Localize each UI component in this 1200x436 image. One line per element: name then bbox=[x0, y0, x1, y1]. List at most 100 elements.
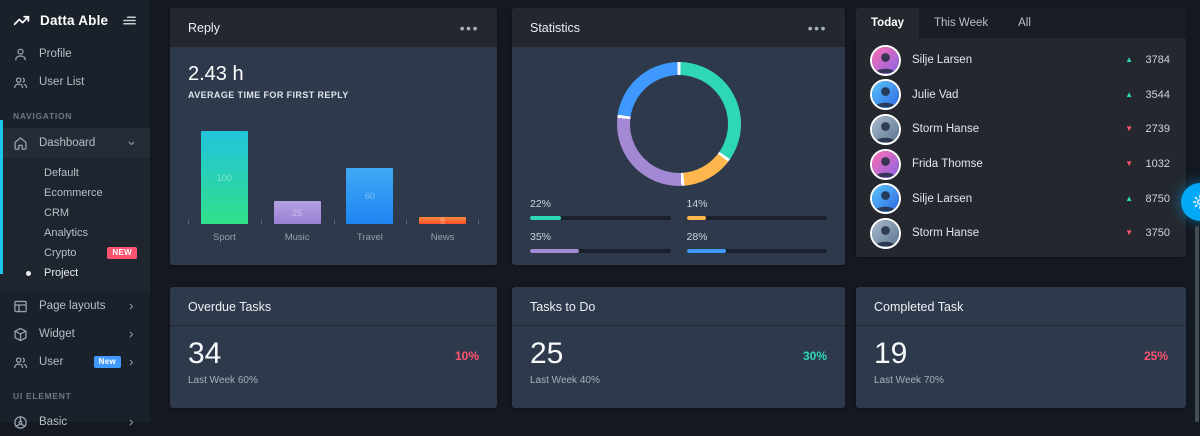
reply-card-body: 2.43 h AVERAGE TIME FOR FIRST REPLY 100 S… bbox=[170, 47, 497, 265]
trend-down-icon: ▼ bbox=[1125, 159, 1133, 169]
bar-slot-sport: 100 Sport bbox=[188, 112, 261, 244]
tab-all[interactable]: All bbox=[1018, 17, 1031, 29]
bar-value-label: 25 bbox=[292, 207, 303, 218]
activity-row[interactable]: Silje Larsen ▲ 8750 bbox=[856, 181, 1186, 216]
activity-value-group: ▼ 2739 bbox=[1125, 123, 1170, 135]
avatar bbox=[872, 81, 899, 109]
tasks-to-do-card: Tasks to Do 25 Last Week 40% 30% bbox=[512, 287, 845, 408]
chevron-right-icon bbox=[126, 301, 137, 312]
activity-user-name: Frida Thomse bbox=[912, 158, 983, 171]
sidebar-item-user-list[interactable]: User List bbox=[0, 68, 150, 96]
avatar bbox=[872, 185, 899, 213]
sidebar-subitem-analytics[interactable]: Analytics bbox=[0, 223, 150, 243]
sidebar-item-label: User List bbox=[39, 76, 85, 88]
badge-new: NEW bbox=[107, 247, 137, 259]
bar-value-label: 60 bbox=[364, 191, 375, 201]
sidebar-item-page-layouts[interactable]: Page layouts bbox=[0, 292, 150, 320]
avatar bbox=[872, 115, 899, 143]
bar-value-label: 100 bbox=[216, 172, 232, 183]
trend-up-icon: ▲ bbox=[1125, 55, 1133, 65]
sidebar-group-dashboard: Dashboard Default Ecommerce CRM Analytics Cry… bbox=[0, 128, 150, 292]
activity-value-group: ▲ 3784 bbox=[1125, 54, 1170, 66]
sidebar-item-label: Basic bbox=[39, 416, 68, 428]
sidebar-subitem-ecommerce[interactable]: Ecommerce bbox=[0, 183, 150, 203]
sidebar-item-label: Profile bbox=[39, 48, 72, 60]
activity-value-group: ▼ 3750 bbox=[1125, 227, 1170, 239]
bar-travel: 60 bbox=[346, 168, 394, 224]
bar-category-label: Sport bbox=[213, 232, 236, 243]
badge-new: New bbox=[93, 356, 121, 368]
statistics-card-header: Statistics ••• bbox=[512, 8, 845, 47]
settings-gear-button[interactable] bbox=[1181, 183, 1200, 221]
task-count: 19 bbox=[874, 337, 908, 370]
sidebar-subitem-default[interactable]: Default bbox=[0, 163, 150, 183]
task-change-percent: 10% bbox=[454, 348, 479, 363]
app-title: Datta Able bbox=[40, 12, 109, 28]
bar-slot-music: 25 Music bbox=[261, 112, 334, 244]
sidebar-item-user[interactable]: User New bbox=[0, 348, 150, 376]
activity-tabs: Today This Week All bbox=[856, 8, 1186, 38]
trending-up-icon bbox=[13, 12, 30, 29]
sidebar-subitem-crm[interactable]: CRM bbox=[0, 203, 150, 223]
completed-task-card: Completed Task 19 Last Week 70% 25% bbox=[856, 287, 1186, 408]
sidebar-item-basic[interactable]: Basic bbox=[0, 408, 150, 436]
chevron-right-icon bbox=[126, 329, 137, 340]
menu-icon[interactable] bbox=[122, 13, 137, 28]
bar-category-label: News bbox=[430, 232, 455, 243]
activity-user-name: Storm Hanse bbox=[912, 123, 980, 136]
activity-value-group: ▼ 1032 bbox=[1125, 158, 1170, 170]
axis-tick bbox=[260, 220, 262, 224]
reply-bar-chart: 100 Sport 25 Music 60 Travel 8 News bbox=[188, 112, 479, 244]
chevron-right-icon bbox=[126, 357, 137, 368]
activity-row[interactable]: Silje Larsen ▲ 3784 bbox=[856, 43, 1186, 78]
trend-up-icon: ▲ bbox=[1125, 89, 1133, 99]
activity-value: 3750 bbox=[1145, 227, 1170, 240]
task-last-week: Last Week 40% bbox=[530, 375, 600, 386]
sidebar-item-widget[interactable]: Widget bbox=[0, 320, 150, 348]
task-card-title: Tasks to Do bbox=[512, 287, 845, 326]
progress-track bbox=[686, 216, 827, 220]
statistics-card-title: Statistics bbox=[530, 20, 581, 35]
axis-tick bbox=[333, 220, 335, 224]
tab-today[interactable]: Today bbox=[856, 8, 920, 38]
activity-value-group: ▲ 3544 bbox=[1125, 89, 1170, 101]
avatar bbox=[872, 219, 899, 247]
task-card-title: Completed Task bbox=[856, 287, 1186, 326]
overdue-tasks-card: Overdue Tasks 34 Last Week 60% 10% bbox=[170, 287, 497, 408]
activity-row[interactable]: Storm Hanse ▼ 3750 bbox=[856, 216, 1186, 251]
task-card-body: 19 Last Week 70% 25% bbox=[856, 326, 1186, 387]
progress-track bbox=[530, 216, 671, 220]
user-icon bbox=[13, 47, 28, 62]
brand[interactable]: Datta Able bbox=[0, 0, 150, 40]
sidebar-subitem-label: CRM bbox=[44, 207, 70, 219]
progress-fill bbox=[686, 249, 726, 253]
trend-down-icon: ▼ bbox=[1125, 228, 1133, 238]
activity-value: 2739 bbox=[1145, 123, 1170, 136]
activity-row[interactable]: Julie Vad ▲ 3544 bbox=[856, 78, 1186, 113]
tab-this-week[interactable]: This Week bbox=[934, 17, 989, 29]
activity-row[interactable]: Frida Thomse ▼ 1032 bbox=[856, 147, 1186, 182]
sidebar-item-label: Page layouts bbox=[39, 300, 106, 312]
active-bullet-icon bbox=[26, 270, 31, 276]
axis-tick bbox=[406, 220, 408, 224]
bar-music: 25 bbox=[273, 201, 321, 224]
activity-row[interactable]: Storm Hanse ▼ 2739 bbox=[856, 112, 1186, 147]
task-change-percent: 30% bbox=[802, 348, 827, 363]
sidebar-item-profile[interactable]: Profile bbox=[0, 40, 150, 68]
sidebar-item-dashboard[interactable]: Dashboard bbox=[0, 128, 150, 158]
sidebar-item-label: User bbox=[39, 356, 64, 368]
axis-tick bbox=[478, 220, 479, 224]
home-icon bbox=[13, 136, 28, 151]
sidebar-subitem-project[interactable]: Project bbox=[0, 263, 150, 283]
progress-label: 22% bbox=[530, 198, 552, 210]
layout-icon bbox=[13, 299, 28, 314]
trend-up-icon: ▲ bbox=[1125, 193, 1133, 203]
bar-category-label: Travel bbox=[356, 232, 383, 243]
scrollbar-thumb[interactable] bbox=[1195, 226, 1199, 422]
bar-news: 8 bbox=[419, 216, 467, 226]
bar-slot-news: 8 News bbox=[406, 112, 479, 244]
sidebar-subitem-crypto[interactable]: Crypto NEW bbox=[0, 243, 150, 263]
activity-value-group: ▲ 8750 bbox=[1125, 193, 1170, 205]
chevron-right-icon bbox=[126, 417, 137, 428]
sidebar-subitem-label: Default bbox=[44, 167, 79, 179]
